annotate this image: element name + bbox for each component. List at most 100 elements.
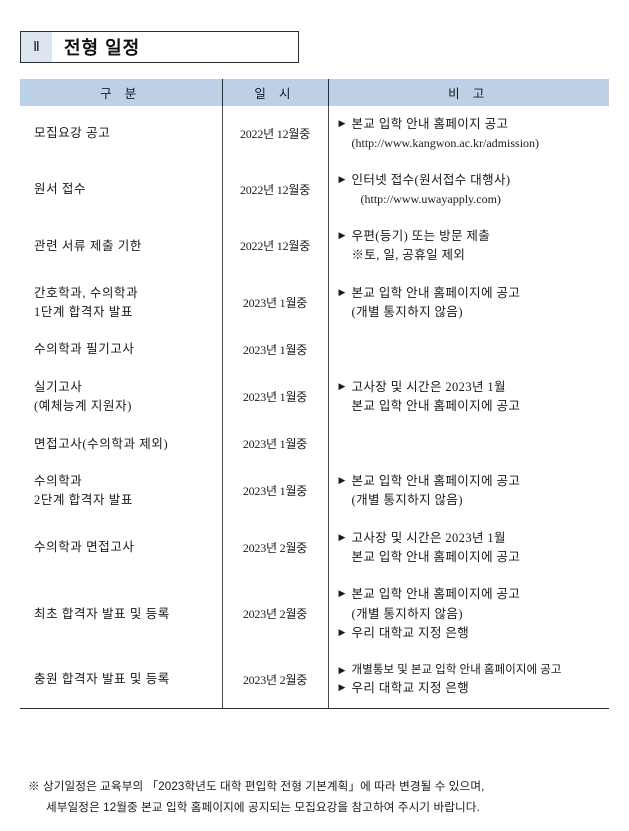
column-header-division: 구 분	[20, 79, 222, 106]
cell-date: 2022년 12월중	[221, 106, 328, 162]
footer-note-line-1: ※ 상기일정은 교육부의 「2023학년도 대학 편입학 전형 기본계획」에 따…	[28, 780, 485, 793]
triangle-bullet-icon: ▶	[338, 286, 346, 297]
cell-date: 2023년 1월중	[221, 368, 328, 426]
table-row: 수의학과 필기고사 2023년 1월중 ▶ 고사장 및 시간은 2023년 1월…	[20, 331, 609, 463]
table-row: 면접고사(수의학과 제외) 2023년 1월중	[20, 425, 609, 463]
triangle-bullet-icon: ▶	[338, 118, 346, 128]
cell-division: 수의학과 필기고사	[20, 331, 222, 368]
cell-date: 2022년 12월중	[221, 161, 328, 218]
note-sub: (개별 통지하지 않음)	[351, 606, 463, 621]
note-line: ▶ 고사장 및 시간은 2023년 1월	[339, 378, 604, 397]
table-header: 구 분 일 시 비 고	[20, 79, 609, 106]
cell-date: 2022년 12월중	[221, 217, 328, 275]
note-sub-url: (http://www.kangwon.ac.kr/admission)	[351, 136, 540, 151]
note-sub: 본교 입학 안내 홈페이지에 공고	[351, 399, 521, 414]
section-title-frame: Ⅱ 전형 일정	[20, 31, 299, 63]
cell-division: 수의학과 면접고사	[20, 520, 222, 577]
section-number: Ⅱ	[21, 32, 52, 62]
cell-division: 충원 합격자 발표 및 등록	[20, 652, 222, 709]
division-line-1: 실기고사	[34, 379, 83, 394]
division-line-1: 충원 합격자 발표 및 등록	[34, 672, 170, 687]
cell-date: 2023년 1월중	[221, 331, 328, 369]
footer-note-line-2: 세부일정은 12월중 본교 입학 홈페이지에 공지되는 모집요강을 참고하여 주…	[46, 801, 480, 815]
note-line: ▶ 본교 입학 안내 홈페이지 공고	[339, 115, 604, 134]
cell-note: ▶ 인터넷 접수(원서접수 대행사) (http://www.uwayapply…	[327, 161, 609, 218]
cell-date: 2023년 2월중	[221, 519, 328, 577]
triangle-bullet-icon: ▶	[338, 627, 346, 638]
cell-date: 2023년 1월중	[221, 462, 328, 520]
admission-schedule-table: 구 분 일 시 비 고 모집요강 공고 2022년 12월중 ▶ 본교 입학 안…	[20, 79, 609, 709]
table-body: 모집요강 공고 2022년 12월중 ▶ 본교 입학 안내 홈페이지 공고 (h…	[20, 106, 609, 709]
triangle-bullet-icon: ▶	[338, 531, 346, 542]
division-line-1: 수의학과 필기고사	[34, 342, 135, 357]
note-line: ▶ 인터넷 접수(원서접수 대행사)	[339, 171, 604, 190]
note-sub: (개별 통지하지 않음)	[351, 493, 463, 508]
note-text: 인터넷 접수(원서접수 대행사)	[351, 172, 511, 187]
cell-note: ▶ 본교 입학 안내 홈페이지에 공고 (개별 통지하지 않음) ▶ 우리 대학…	[327, 576, 609, 653]
note-line: ▶ 본교 입학 안내 홈페이지에 공고	[339, 472, 604, 491]
division-line-1: 면접고사(수의학과 제외)	[34, 436, 169, 451]
note-sub: (개별 통지하지 않음)	[351, 305, 463, 320]
note-line: ▶ 본교 입학 안내 홈페이지에 공고	[339, 284, 604, 303]
table-row: 최초 합격자 발표 및 등록 2023년 2월중 ▶ 본교 입학 안내 홈페이지…	[20, 576, 609, 653]
note-line: ▶ 우리 대학교 지정 은행	[339, 624, 604, 643]
division-line-1: 간호학과, 수의학과	[34, 285, 139, 300]
cell-division: 원서 접수	[20, 162, 222, 218]
cell-division: 실기고사 (예체능계 지원자)	[20, 369, 222, 426]
note-text: 우편(등기) 또는 방문 제출	[351, 228, 491, 243]
note-text: 고사장 및 시간은 2023년 1월	[351, 530, 506, 545]
table-header-row: 구 분 일 시 비 고	[20, 79, 609, 106]
note-line: ▶ 우편(등기) 또는 방문 제출	[339, 227, 604, 246]
cell-division: 수의학과 2단계 합격자 발표	[20, 463, 222, 520]
column-header-note: 비 고	[327, 79, 609, 106]
cell-date: 2023년 1월중	[221, 274, 328, 332]
section-title-box: Ⅱ 전형 일정	[20, 31, 299, 63]
triangle-bullet-icon: ▶	[338, 173, 346, 184]
triangle-bullet-icon: ▶	[338, 380, 346, 391]
note-text: 본교 입학 안내 홈페이지 공고	[351, 117, 509, 131]
note-sub: 본교 입학 안내 홈페이지에 공고	[351, 550, 521, 565]
division-line-1: 최초 합격자 발표 및 등록	[34, 606, 170, 621]
column-header-date: 일 시	[221, 79, 328, 106]
note-text: 우리 대학교 지정 은행	[351, 626, 470, 641]
cell-note: ▶ 우편(등기) 또는 방문 제출 ※토, 일, 공휴일 제외	[327, 217, 609, 275]
triangle-bullet-icon: ▶	[338, 474, 346, 485]
footer-note: ※ 상기일정은 교육부의 「2023학년도 대학 편입학 전형 기본계획」에 따…	[28, 776, 618, 819]
cell-note: ▶ 본교 입학 안내 홈페이지에 공고 (개별 통지하지 않음)	[327, 462, 609, 520]
table-row: 수의학과 2단계 합격자 발표 2023년 1월중 ▶ 본교 입학 안내 홈페이…	[20, 462, 609, 520]
note-text: 본교 입학 안내 홈페이지에 공고	[351, 473, 521, 488]
cell-division: 모집요강 공고	[20, 106, 222, 162]
note-line: ▶ 본교 입학 안내 홈페이지에 공고	[339, 585, 604, 604]
cell-note: ▶ 본교 입학 안내 홈페이지 공고 (http://www.kangwon.a…	[327, 106, 609, 162]
division-line-1: 원서 접수	[34, 182, 87, 197]
cell-note-merged: ▶ 고사장 및 시간은 2023년 1월 본교 입학 안내 홈페이지에 공고	[327, 331, 609, 463]
triangle-bullet-icon: ▶	[338, 682, 346, 693]
note-text: 고사장 및 시간은 2023년 1월	[351, 379, 506, 394]
note-line: ▶ 고사장 및 시간은 2023년 1월	[339, 529, 604, 548]
cell-date: 2023년 2월중	[221, 576, 328, 653]
division-line-1: 수의학과	[34, 473, 83, 488]
division-line-2: 1단계 합격자 발표	[34, 305, 134, 320]
division-line-1: 관련 서류 제출 기한	[34, 238, 142, 253]
table-row: 모집요강 공고 2022년 12월중 ▶ 본교 입학 안내 홈페이지 공고 (h…	[20, 106, 609, 162]
page-title: 전형 일정	[64, 38, 141, 58]
division-line-1: 모집요강 공고	[34, 126, 111, 141]
note-text: 본교 입학 안내 홈페이지에 공고	[351, 285, 521, 300]
cell-date: 2023년 2월중	[221, 652, 328, 709]
cell-division: 간호학과, 수의학과 1단계 합격자 발표	[20, 275, 222, 332]
note-line: ▶ 개별통보 및 본교 입학 안내 홈페이지에 공고	[339, 662, 604, 680]
cell-note: ▶ 개별통보 및 본교 입학 안내 홈페이지에 공고 ▶ 우리 대학교 지정 은…	[327, 652, 609, 709]
cell-date: 2023년 1월중	[221, 425, 328, 463]
note-text: 우리 대학교 지정 은행	[351, 681, 470, 696]
note-text: 개별통보 및 본교 입학 안내 홈페이지에 공고	[351, 663, 562, 676]
triangle-bullet-icon: ▶	[338, 229, 346, 240]
table-row: 수의학과 면접고사 2023년 2월중 ▶ 고사장 및 시간은 2023년 1월…	[20, 519, 609, 577]
note-text: 본교 입학 안내 홈페이지에 공고	[351, 587, 521, 602]
table-row: 원서 접수 2022년 12월중 ▶ 인터넷 접수(원서접수 대행사) (htt…	[20, 161, 609, 218]
cell-division: 면접고사(수의학과 제외)	[20, 426, 222, 463]
triangle-bullet-icon: ▶	[338, 664, 346, 675]
cell-note: ▶ 본교 입학 안내 홈페이지에 공고 (개별 통지하지 않음)	[327, 274, 609, 332]
table-row: 관련 서류 제출 기한 2022년 12월중 ▶ 우편(등기) 또는 방문 제출…	[20, 217, 609, 275]
note-sub: ※토, 일, 공휴일 제외	[351, 248, 466, 263]
